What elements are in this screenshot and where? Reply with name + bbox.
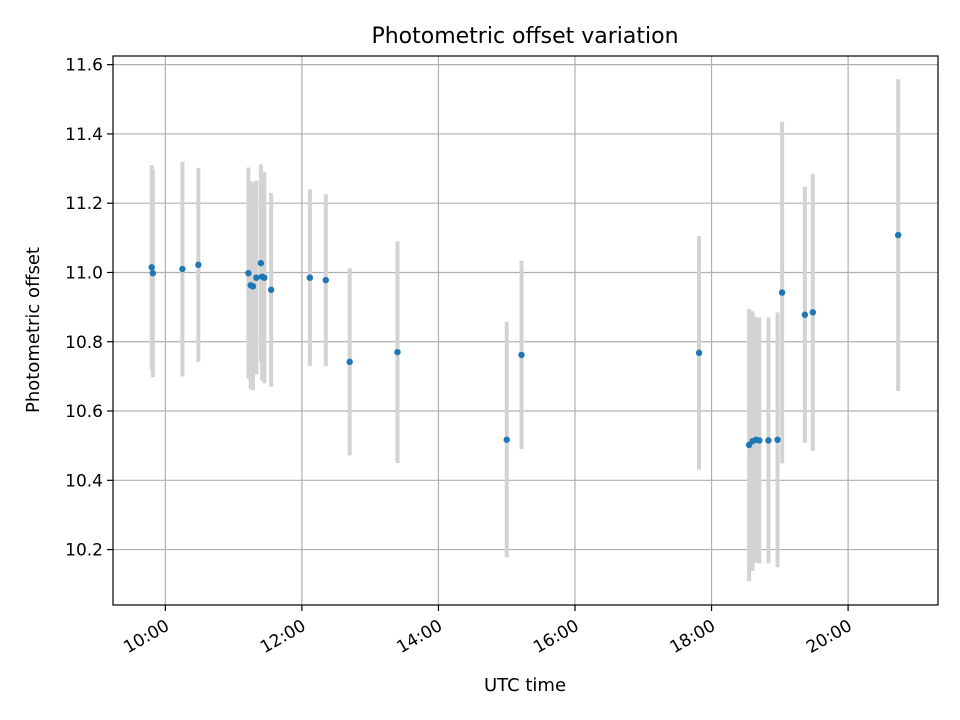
data-point [778,289,786,296]
y-tick-label: 11.0 [65,263,103,283]
data-point [195,261,202,269]
data-point [322,276,329,284]
data-point [306,274,314,281]
y-tick-label: 10.4 [65,471,103,491]
data-point [346,358,353,366]
y-tick-label: 10.8 [65,333,103,353]
data-point [765,437,772,444]
y-tick-label: 11.6 [65,56,103,76]
y-tick-label: 10.6 [65,402,103,422]
data-point [179,265,186,273]
data-point [257,259,265,267]
data-point [894,231,902,239]
data-point [148,264,155,271]
data-point [695,349,703,357]
data-point [394,348,401,356]
data-point [503,436,510,443]
y-axis-label: Photometric offset [23,247,44,413]
y-tick-label: 11.2 [65,194,103,214]
y-tick-label: 11.4 [65,125,103,145]
data-point [809,309,817,316]
data-point [518,351,525,359]
chart-title: Photometric offset variation [371,24,678,49]
data-point [149,269,157,277]
y-tick-label: 10.2 [65,541,103,561]
data-point [253,274,260,281]
plot-frame [112,55,939,606]
data-point [249,283,257,290]
marker-layer [148,231,902,449]
x-axis-label: UTC time [484,675,566,696]
data-point [261,274,268,281]
data-point [245,269,252,277]
data-point [801,311,809,318]
data-point [267,286,275,294]
data-point [774,436,781,443]
data-point [756,437,763,444]
